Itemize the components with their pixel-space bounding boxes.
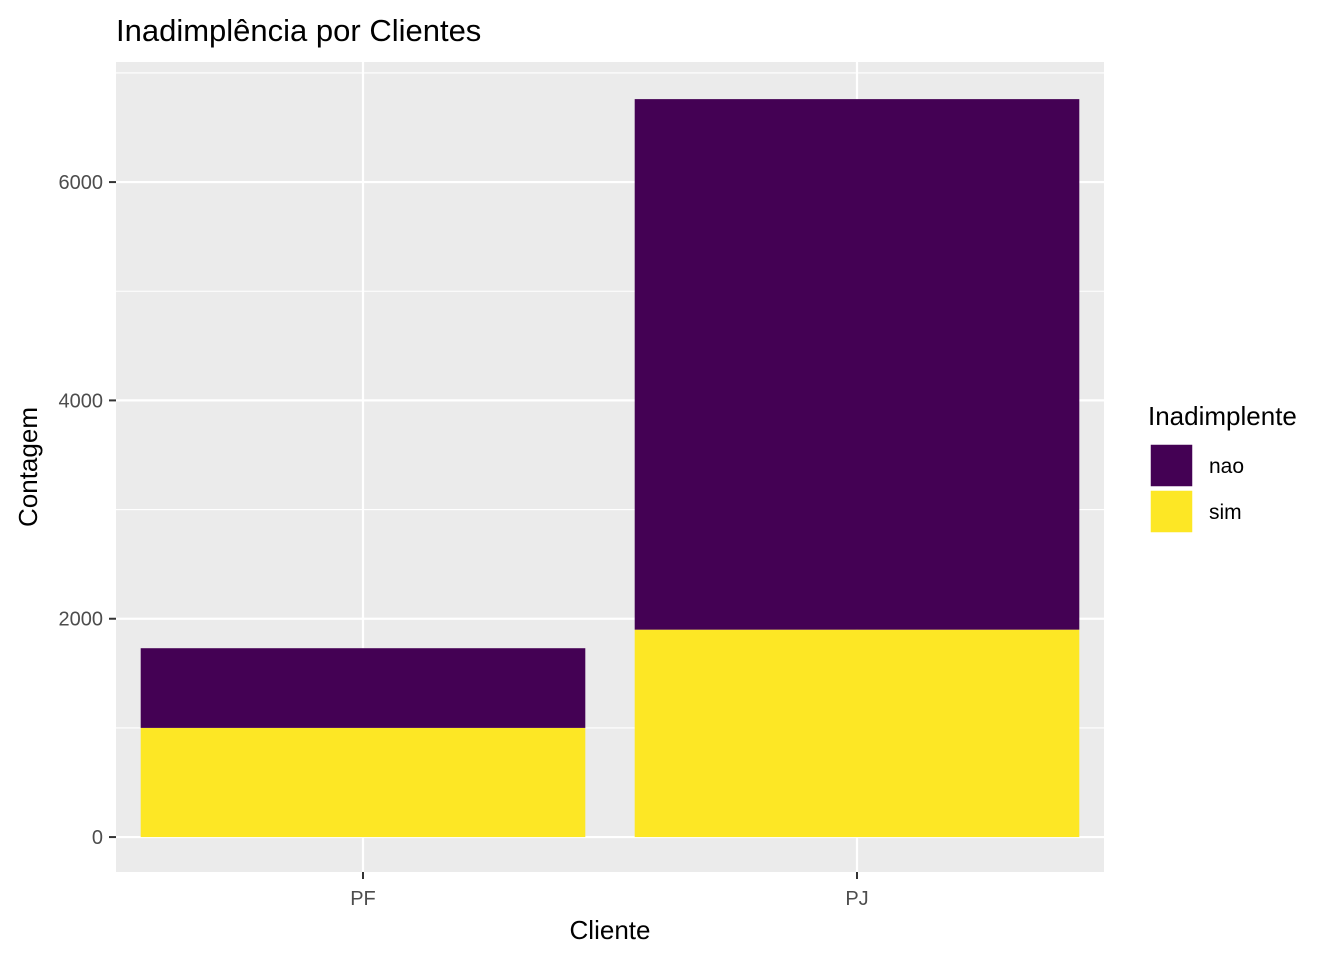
y-axis: 0 2000 4000 6000 [59, 172, 116, 849]
legend-label-nao: nao [1209, 455, 1244, 478]
legend-title: Inadimplente [1148, 401, 1297, 431]
legend-key-nao [1149, 443, 1194, 488]
bars [140, 99, 1080, 838]
x-tick-label: PF [350, 888, 376, 910]
bar-pf-sim [140, 727, 586, 838]
y-tick-label: 6000 [59, 172, 104, 194]
legend-key-sim [1149, 489, 1194, 534]
x-axis: PF PJ [350, 872, 869, 910]
x-tick-label: PJ [845, 888, 868, 910]
y-axis-title: Contagem [13, 407, 43, 527]
legend-label-sim: sim [1209, 501, 1242, 524]
y-tick-label: 4000 [59, 390, 104, 412]
bar-pj-nao [634, 99, 1080, 630]
chart-title: Inadimplência por Clientes [116, 13, 481, 48]
y-tick-label: 0 [92, 827, 103, 849]
x-axis-title: Cliente [570, 915, 651, 945]
bar-pf-nao [140, 648, 586, 728]
bar-pj-sim [634, 629, 1080, 838]
y-tick-label: 2000 [59, 609, 104, 631]
legend: Inadimplente nao sim [1148, 401, 1297, 534]
